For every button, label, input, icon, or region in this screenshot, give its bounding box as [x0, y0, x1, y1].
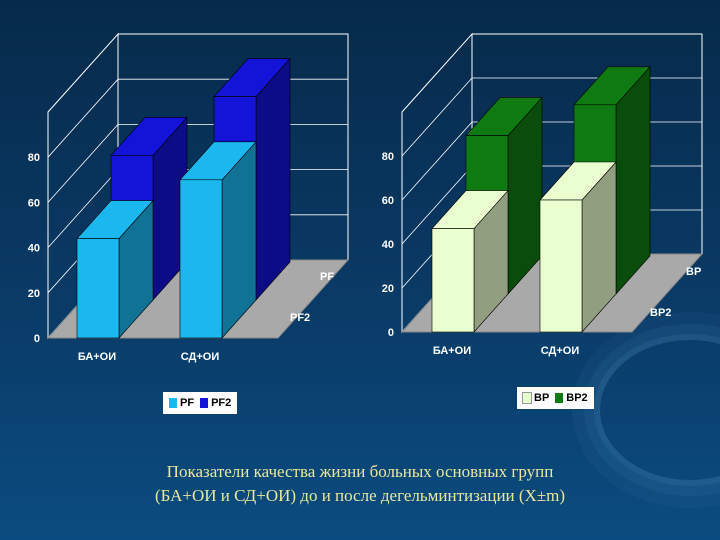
category-label: БА+ОИ [433, 345, 471, 357]
y-tick-label: 20 [382, 283, 394, 295]
chart-bp: 0 20 40 60 80 БА+ОИ СД+ОИ BP2 BP [382, 32, 704, 357]
legend-label-bp: BP [534, 392, 550, 404]
legend-item-pf: PF [169, 397, 194, 409]
gridline [401, 77, 702, 157]
y-tick-label: 40 [28, 243, 40, 255]
depth-label: BP [686, 266, 701, 278]
legend-item-bp: BP [522, 392, 550, 404]
y-tick-label: 60 [382, 195, 394, 207]
depth-label: PF [320, 271, 334, 283]
y-tick-label: 0 [388, 327, 394, 339]
y-tick-label: 60 [28, 197, 40, 209]
legend-item-bp2: BP2 [555, 392, 588, 404]
legend-swatch-bp2 [555, 393, 564, 403]
y-tick-label: 20 [28, 288, 40, 300]
legend-bp: BP BP2 [517, 387, 594, 409]
caption-line-2: (БА+ОИ и СД+ОИ) до и после дегельминтиза… [154, 486, 566, 505]
legend-label-pf: PF [180, 397, 195, 409]
chart-pf: 0 20 40 60 80 БА+ОИ СД+ОИ PF2 PF [28, 32, 350, 363]
category-label: БА+ОИ [78, 351, 116, 363]
legend-swatch-pf2 [200, 398, 209, 408]
bar-pf2-1-side [255, 57, 291, 301]
legend-swatch-pf [169, 398, 177, 408]
y-tick-label: 0 [34, 333, 40, 345]
bar-bp-1 [539, 199, 583, 333]
y-tick-label: 80 [382, 151, 394, 163]
depth-label: PF2 [290, 312, 310, 324]
y-tick-label: 80 [28, 152, 40, 164]
legend-pf: PF PF2 [163, 392, 238, 414]
legend-item-pf2: PF2 [200, 397, 231, 409]
legend-swatch-bp [522, 392, 532, 404]
caption-line-1: Показатели качества жизни больных основн… [166, 462, 554, 481]
y-tick-label: 40 [382, 239, 394, 251]
bar-pf-0 [76, 238, 120, 339]
slide-caption: Показатели качества жизни больных основн… [0, 460, 720, 508]
bar-pf-1 [179, 179, 223, 339]
bar-bp2-1-side [615, 66, 651, 295]
legend-label-pf2: PF2 [211, 397, 232, 409]
category-label: СД+ОИ [181, 351, 220, 363]
legend-label-bp2: BP2 [566, 392, 588, 404]
bar-bp-0 [431, 228, 475, 333]
gridline [47, 78, 348, 158]
depth-label: BP2 [650, 307, 671, 319]
category-label: СД+ОИ [541, 345, 580, 357]
